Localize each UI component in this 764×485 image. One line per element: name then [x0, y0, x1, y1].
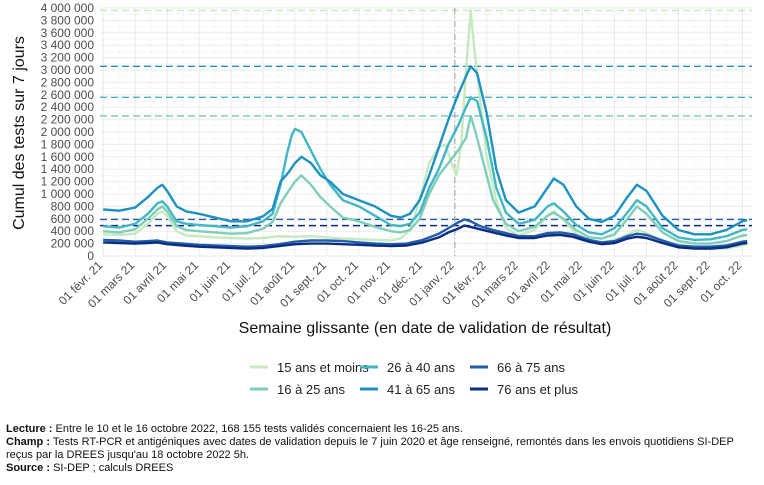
series-line	[103, 9, 748, 251]
y-axis-title: Cumul des tests sur 7 jours	[11, 36, 28, 230]
note-champ-label: Champ :	[6, 436, 50, 448]
note-lecture-text: Entre le 10 et le 16 octobre 2022, 168 1…	[52, 423, 463, 435]
y-tick-label: 1 200 000	[41, 175, 95, 189]
y-tick-label: 1 000 000	[41, 187, 95, 201]
y-tick-label: 800 000	[51, 199, 95, 213]
legend-label: 41 à 65 ans	[387, 382, 455, 397]
legend-label: 26 à 40 ans	[387, 360, 455, 375]
legend: 15 ans et moins 16 à 25 ans 26 à 40 ans 41 …	[250, 360, 578, 397]
series-line	[103, 96, 748, 242]
y-tick-label: 3 600 000	[41, 26, 95, 40]
y-tick-label: 2 200 000	[41, 113, 95, 127]
note-champ: Champ : Tests RT-PCR et antigéniques ave…	[6, 436, 758, 462]
y-tick-label: 2 800 000	[41, 75, 95, 89]
series-line	[103, 65, 748, 236]
note-champ-text: Tests RT-PCR et antigéniques avec dates …	[6, 436, 734, 461]
series-line	[103, 218, 748, 248]
y-tick-label: 4 000 000	[41, 1, 95, 15]
series-line	[103, 224, 748, 250]
note-lecture-label: Lecture :	[6, 423, 53, 435]
y-tick-label: 3 200 000	[41, 51, 95, 65]
note-source-label: Source :	[6, 462, 51, 474]
y-tick-label: 600 000	[51, 212, 95, 226]
y-tick-label: 2 000 000	[41, 125, 95, 139]
y-tick-label: 1 600 000	[41, 150, 95, 164]
y-tick-label: 3 000 000	[41, 63, 95, 77]
y-tick-label: 3 400 000	[41, 38, 95, 52]
note-source-text: SI-DEP ; calculs DREES	[50, 462, 174, 474]
x-axis-title: Semaine glissante (en date de validation…	[239, 320, 612, 337]
y-tick-label: 200 000	[51, 237, 95, 251]
y-tick-label: 1 800 000	[41, 137, 95, 151]
y-tick-label: 1 400 000	[41, 162, 95, 176]
legend-label: 16 à 25 ans	[277, 382, 345, 397]
chart-notes: Lecture : Entre le 10 et le 16 octobre 2…	[6, 423, 758, 475]
y-tick-label: 400 000	[51, 224, 95, 238]
series-line	[103, 114, 748, 245]
series-lines	[103, 9, 748, 251]
note-source: Source : SI-DEP ; calculs DREES	[6, 462, 758, 475]
note-lecture: Lecture : Entre le 10 et le 16 octobre 2…	[6, 423, 758, 436]
y-tick-label: 3 800 000	[41, 13, 95, 27]
y-tick-label: 2 400 000	[41, 100, 95, 114]
legend-label: 76 ans et plus	[497, 382, 578, 397]
y-tick-label: 2 600 000	[41, 88, 95, 102]
legend-label: 66 à 75 ans	[497, 360, 565, 375]
y-tick-label: 0	[87, 249, 94, 263]
peak-reference-lines	[100, 9, 752, 227]
legend-label: 15 ans et moins	[277, 360, 369, 375]
